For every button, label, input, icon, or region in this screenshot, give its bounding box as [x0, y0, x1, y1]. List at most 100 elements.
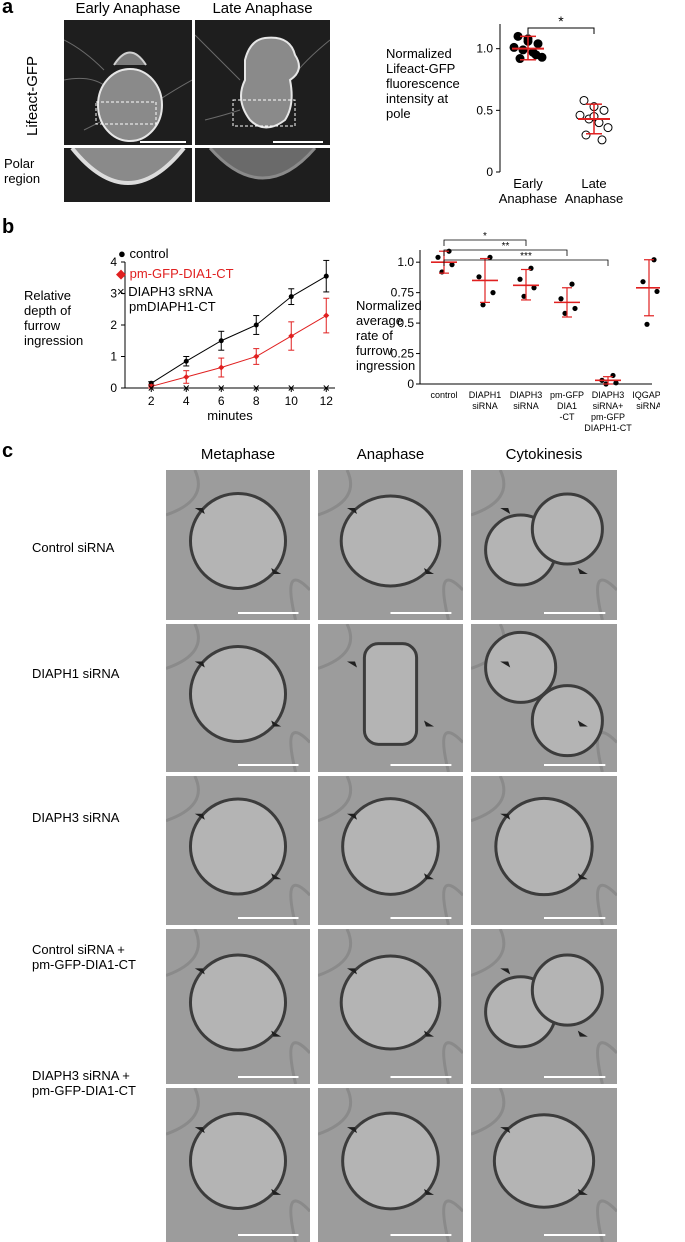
x-tick-label: -CT [560, 412, 575, 422]
cell-outline [341, 1111, 440, 1211]
legend-control-label: control [129, 246, 169, 261]
x-tick-label: 6 [218, 394, 225, 408]
row-label-lifeact-gfp: Lifeact-GFP [24, 55, 41, 136]
chart-a-ylabel-line: intensity at [386, 91, 449, 106]
furrow-arrow [424, 568, 434, 574]
furrow-arrow [577, 873, 588, 880]
furrow-arrow [500, 1127, 511, 1134]
furrow-arrow [577, 720, 588, 727]
chart-c-ylabel-line: rate of [356, 328, 393, 343]
furrow-arrow [500, 508, 511, 514]
x-tick-label: pm-GFP [550, 390, 584, 400]
data-point [323, 385, 330, 391]
y-tick-label: 3 [110, 287, 117, 301]
chart-b-ylabel-line: depth of [24, 303, 71, 318]
data-point [579, 95, 589, 105]
y-tick-label: 4 [110, 255, 117, 269]
legend-control: ● control [118, 246, 169, 261]
chart-c-ylabel-line: furrow [356, 343, 393, 358]
row-label-line: pm-GFP-DIA1-CT [32, 1083, 136, 1098]
data-point [644, 321, 650, 327]
y-tick-label: 1.0 [397, 255, 414, 269]
furrow-arrow [424, 1188, 434, 1195]
background-texture [318, 624, 463, 772]
data-point [288, 385, 295, 391]
cell-outline [188, 491, 288, 591]
x-tick-label: pm-GFP [591, 412, 625, 422]
x-tick-label: 8 [253, 394, 260, 408]
cell-outline [339, 954, 442, 1051]
data-point [515, 54, 525, 64]
furrow-arrow [500, 813, 511, 820]
data-point [183, 373, 190, 380]
chart-a-ylabel: Normalized Lifeact-GFP fluorescence inte… [386, 46, 486, 121]
micrograph-early-anaphase [64, 20, 192, 145]
cell-outline [530, 684, 604, 758]
data-point [288, 333, 295, 340]
row-label-line: DIAPH3 siRNA [32, 810, 120, 825]
data-point [581, 130, 591, 140]
x-axis-label: minutes [207, 408, 253, 423]
background-texture [318, 929, 463, 1084]
x-tick-label: control [430, 390, 457, 400]
panel-label-b: b [2, 216, 15, 238]
micrograph-image [318, 1088, 463, 1242]
data-point [599, 105, 609, 115]
chart-b-ylabel-line: Relative [24, 288, 71, 303]
data-point [487, 254, 493, 260]
y-tick-label: 0.25 [391, 347, 415, 361]
furrow-arrow [424, 873, 434, 880]
data-point [572, 305, 578, 312]
micrograph-image [471, 929, 617, 1084]
background-texture [166, 1088, 310, 1242]
legend-diaph3-marker: × [117, 284, 125, 299]
micrograph-image [471, 1088, 617, 1242]
furrow-arrow [577, 568, 588, 574]
chart-a-ylabel-line: Lifeact-GFP [386, 61, 456, 76]
polar-region-label: Polar region [4, 156, 41, 186]
data-point [288, 294, 294, 300]
micrograph-row2-col1 [166, 624, 310, 772]
micrograph-image [166, 929, 310, 1084]
micrograph-image [166, 1088, 310, 1242]
row-label-diaph3-sirna: DIAPH3 siRNA [32, 810, 119, 825]
data-point [562, 310, 568, 316]
furrow-arrow [271, 720, 282, 727]
chart-a-ylabel-line: fluorescence [386, 76, 460, 91]
legend-control-marker: ● [118, 246, 126, 261]
col-title-late-anaphase: Late Anaphase [212, 0, 313, 17]
data-point [253, 322, 259, 328]
micrograph-row5-col1 [166, 1088, 310, 1242]
significance-label: ** [502, 241, 510, 252]
series-line [151, 315, 327, 387]
data-point [518, 45, 528, 55]
data-point [218, 385, 225, 391]
furrow-arrow [577, 1030, 588, 1037]
panel-label-a: a [2, 0, 14, 18]
data-point [610, 372, 616, 379]
legend-diaph3-label-line2: pmDIAPH1-CT [129, 299, 216, 314]
data-point [323, 273, 329, 279]
background-texture [318, 470, 463, 620]
furrow-arrow [577, 1188, 588, 1195]
y-tick-label: 1.0 [476, 42, 493, 56]
cell-outline [484, 630, 558, 704]
row-label-diaph3-dia1: DIAPH3 siRNA + pm-GFP-DIA1-CT [32, 1068, 136, 1098]
y-tick-label: 1 [110, 350, 117, 364]
micrograph-row4-col2 [318, 929, 463, 1084]
background-texture [166, 624, 310, 772]
x-tick-label: IQGAP1 [632, 390, 660, 400]
row-label-line: pm-GFP-DIA1-CT [32, 957, 136, 972]
chart-b-ylabel: Relative depth of furrow ingression [24, 288, 104, 348]
row-label-line: DIAPH1 siRNA [32, 666, 120, 681]
cell-outline [530, 492, 604, 566]
chart-a-ylabel-line: Normalized [386, 46, 452, 61]
data-point [218, 338, 224, 344]
y-tick-label: 0.75 [391, 286, 415, 300]
data-point [253, 353, 260, 360]
chart-c-ylabel: Normalized average rate of furrow ingres… [356, 298, 446, 373]
cell-outline [530, 953, 604, 1027]
